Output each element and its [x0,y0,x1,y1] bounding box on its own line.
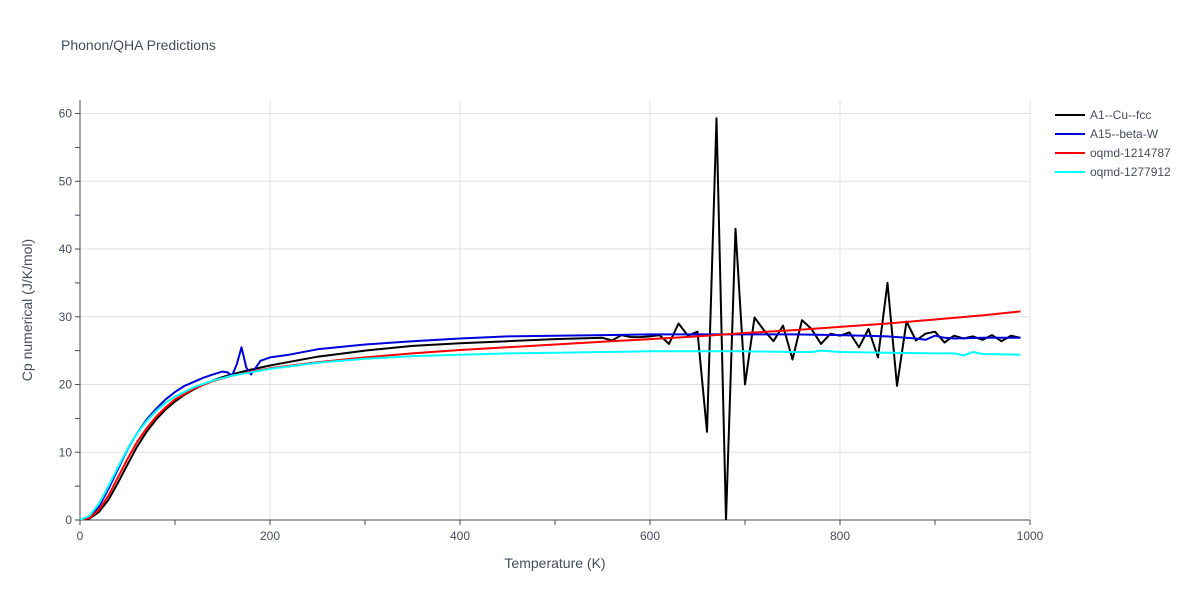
y-tick-label: 0 [65,513,72,527]
x-tick-label: 200 [260,529,280,543]
axis-layer: 0 200 400 600 800 1000 0 10 20 30 40 50 60 [59,100,1044,543]
legend-label: A1--Cu--fcc [1090,108,1151,122]
y-tick-label: 20 [59,378,73,392]
series-line-oqmd-1277912[interactable] [80,349,1021,520]
grid-layer [80,100,1031,520]
x-axis-title: Temperature (K) [504,555,605,571]
y-tick-label: 60 [59,107,73,121]
series-line-a15-beta-w[interactable] [80,333,1021,520]
legend-label: oqmd-1277912 [1090,165,1171,179]
y-tick-label: 30 [59,310,73,324]
chart-title: Phonon/QHA Predictions [61,37,216,53]
x-tick-label: 400 [450,529,470,543]
series-layer [80,117,1021,520]
legend-item[interactable]: A1--Cu--fcc [1055,108,1151,122]
x-tick-label: 800 [830,529,850,543]
legend-item[interactable]: oqmd-1277912 [1055,165,1171,179]
y-axis-title: Cp numerical (J/K/mol) [19,239,35,381]
legend-item[interactable]: A15--beta-W [1055,127,1159,141]
legend-label: oqmd-1214787 [1090,146,1171,160]
x-tick-label: 1000 [1017,529,1044,543]
legend-item[interactable]: oqmd-1214787 [1055,146,1171,160]
y-tick-label: 40 [59,242,73,256]
y-tick-label: 50 [59,174,73,188]
x-tick-label: 600 [640,529,660,543]
legend[interactable]: A1--Cu--fcc A15--beta-W oqmd-1214787 oqmd-1… [1055,108,1171,179]
series-line-a1-cu-fcc[interactable] [80,117,1021,520]
x-tick-label: 0 [77,529,84,543]
y-tick-label: 10 [59,445,73,459]
legend-label: A15--beta-W [1090,127,1159,141]
